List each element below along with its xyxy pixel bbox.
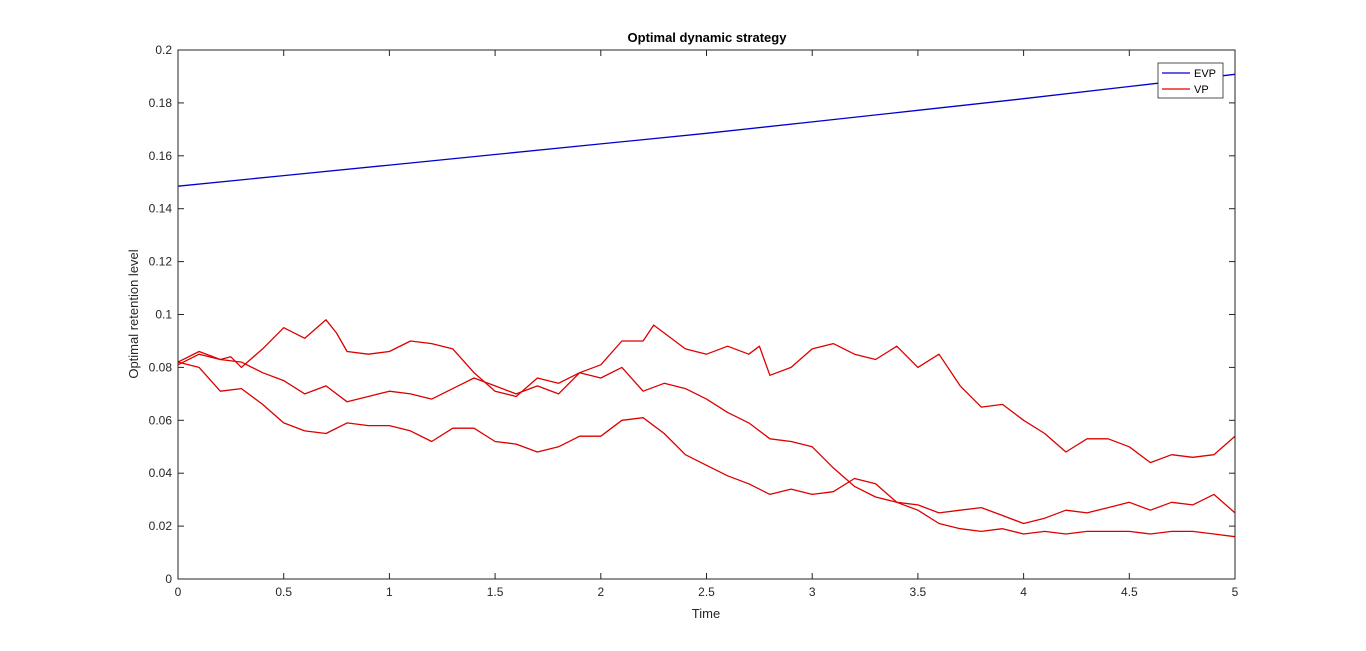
x-tick-label: 3.5 (910, 585, 927, 599)
series-line-vp-1 (177, 319, 1236, 464)
y-tick-label: 0.2 (155, 43, 172, 57)
x-tick-label: 2 (597, 585, 604, 599)
y-tick-label: 0.18 (149, 96, 173, 110)
plot-area (178, 50, 1235, 579)
legend-label-vp: VP (1194, 84, 1209, 96)
y-tick-label: 0.1 (155, 308, 172, 322)
ticks-layer: 0 0.5 1 1.5 2 2.5 3 3.5 4 4.5 5 0 0.02 0.04 0.06 0.08 0.… (149, 43, 1239, 599)
x-tick-label: 0.5 (275, 585, 292, 599)
y-tick-label: 0.08 (149, 360, 173, 374)
x-tick-label: 1.5 (487, 585, 504, 599)
legend-box (1157, 62, 1224, 99)
y-tick-label: 0.06 (149, 413, 173, 427)
x-tick-label: 4 (1020, 585, 1027, 599)
y-tick-label: 0 (165, 572, 172, 586)
y-tick-label: 0.16 (149, 149, 173, 163)
x-axis-label: Time (692, 606, 720, 621)
y-tick-label: 0.02 (149, 519, 173, 533)
legend-label-evp: EVP (1194, 68, 1216, 80)
y-axis-label: Optimal retention level (126, 249, 141, 378)
x-tick-label: 2.5 (698, 585, 715, 599)
x-tick-label: 5 (1232, 585, 1239, 599)
series-line-vp-3 (177, 361, 1236, 538)
chart-title: Optimal dynamic strategy (628, 30, 788, 45)
y-tick-label: 0.04 (149, 466, 173, 480)
x-tick-label: 3 (809, 585, 816, 599)
x-tick-label: 4.5 (1121, 585, 1138, 599)
y-tick-label: 0.12 (149, 255, 173, 269)
series-line-vp-2 (177, 350, 1236, 525)
x-tick-label: 0 (175, 585, 182, 599)
y-tick-label: 0.14 (149, 202, 173, 216)
series-layer (177, 73, 1236, 538)
x-tick-label: 1 (386, 585, 393, 599)
legend: EVP VP (1157, 62, 1224, 99)
series-line-evp-0 (177, 73, 1236, 187)
